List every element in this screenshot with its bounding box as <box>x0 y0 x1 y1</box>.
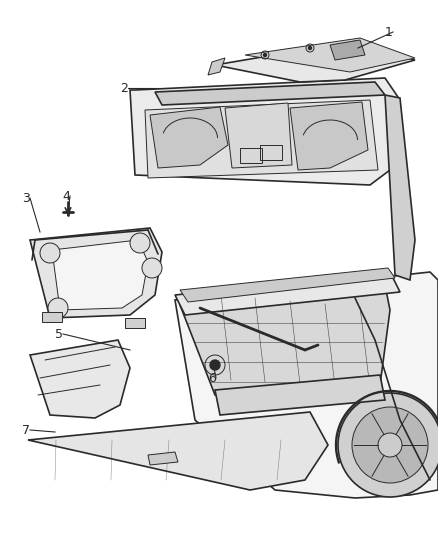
Circle shape <box>142 258 162 278</box>
Polygon shape <box>290 102 368 170</box>
Circle shape <box>378 433 402 457</box>
Circle shape <box>338 393 438 497</box>
Circle shape <box>130 233 150 253</box>
Polygon shape <box>145 100 378 178</box>
Text: 4: 4 <box>62 190 70 203</box>
Polygon shape <box>28 412 328 490</box>
Polygon shape <box>208 58 225 75</box>
Text: 5: 5 <box>55 327 63 341</box>
Polygon shape <box>30 340 130 418</box>
Circle shape <box>264 53 266 56</box>
Text: 7: 7 <box>22 424 30 437</box>
Circle shape <box>308 46 311 50</box>
Polygon shape <box>175 272 400 315</box>
Polygon shape <box>180 268 395 302</box>
Polygon shape <box>52 240 148 310</box>
Polygon shape <box>30 228 162 318</box>
Text: 2: 2 <box>120 82 128 94</box>
Polygon shape <box>245 38 415 72</box>
Polygon shape <box>150 107 228 168</box>
Polygon shape <box>148 452 178 465</box>
Polygon shape <box>330 40 365 60</box>
Polygon shape <box>175 272 438 498</box>
Text: 6: 6 <box>208 372 216 384</box>
Text: 1: 1 <box>385 26 393 38</box>
Polygon shape <box>180 285 390 395</box>
Polygon shape <box>385 95 415 280</box>
Polygon shape <box>225 103 292 168</box>
Polygon shape <box>215 42 415 82</box>
Circle shape <box>48 298 68 318</box>
Circle shape <box>353 44 357 46</box>
Bar <box>240 148 262 163</box>
Bar <box>125 318 145 328</box>
Bar <box>260 145 282 160</box>
Polygon shape <box>215 375 385 415</box>
Text: 3: 3 <box>22 191 30 205</box>
Polygon shape <box>155 82 385 105</box>
Circle shape <box>210 360 220 370</box>
Polygon shape <box>130 78 400 185</box>
Circle shape <box>40 243 60 263</box>
Circle shape <box>352 407 428 483</box>
Bar <box>42 312 62 322</box>
